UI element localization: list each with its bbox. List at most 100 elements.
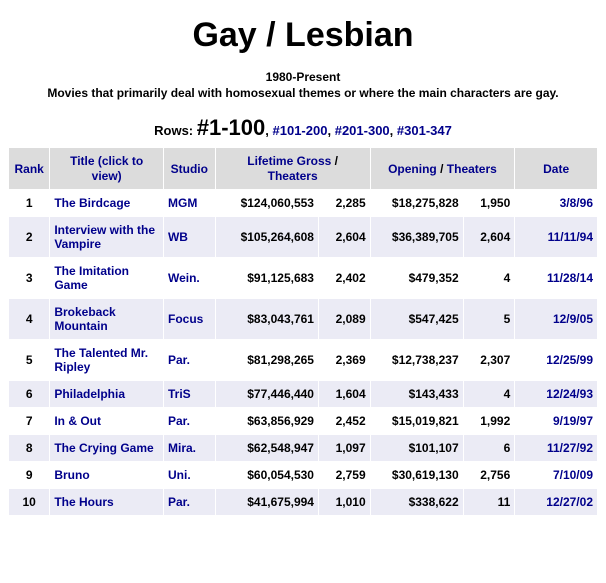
date-cell[interactable]: 3/8/96 bbox=[515, 190, 598, 217]
opening-cell: $30,619,130 bbox=[370, 462, 463, 489]
gross-cell: $81,298,265 bbox=[215, 340, 318, 381]
gross-cell: $77,446,440 bbox=[215, 381, 318, 408]
gross-cell: $60,054,530 bbox=[215, 462, 318, 489]
opening-theaters-cell: 11 bbox=[463, 489, 515, 516]
gross-theaters-cell: 1,010 bbox=[318, 489, 370, 516]
rows-nav: Rows: #1-100, #101-200, #201-300, #301-3… bbox=[8, 115, 598, 141]
movies-table: Rank Title (click to view) Studio Lifeti… bbox=[8, 147, 598, 516]
title-cell[interactable]: The Imitation Game bbox=[50, 258, 164, 299]
gross-theaters-cell: 2,759 bbox=[318, 462, 370, 489]
header-gross[interactable]: Lifetime Gross / Theaters bbox=[215, 148, 370, 190]
opening-cell: $15,019,821 bbox=[370, 408, 463, 435]
studio-cell[interactable]: TriS bbox=[163, 381, 215, 408]
subtitle-line2: Movies that primarily deal with homosexu… bbox=[47, 86, 558, 100]
gross-cell: $41,675,994 bbox=[215, 489, 318, 516]
title-cell[interactable]: Brokeback Mountain bbox=[50, 299, 164, 340]
opening-theaters-cell: 5 bbox=[463, 299, 515, 340]
rank-cell: 4 bbox=[9, 299, 50, 340]
table-row: 1The BirdcageMGM$124,060,5532,285$18,275… bbox=[9, 190, 598, 217]
date-cell[interactable]: 7/10/09 bbox=[515, 462, 598, 489]
title-cell[interactable]: Philadelphia bbox=[50, 381, 164, 408]
table-row: 10The HoursPar.$41,675,9941,010$338,6221… bbox=[9, 489, 598, 516]
gross-cell: $62,548,947 bbox=[215, 435, 318, 462]
opening-theaters-cell: 4 bbox=[463, 258, 515, 299]
opening-cell: $12,738,237 bbox=[370, 340, 463, 381]
gross-cell: $105,264,608 bbox=[215, 217, 318, 258]
studio-cell[interactable]: WB bbox=[163, 217, 215, 258]
title-cell[interactable]: The Talented Mr. Ripley bbox=[50, 340, 164, 381]
studio-cell[interactable]: Par. bbox=[163, 340, 215, 381]
rows-link-301-347[interactable]: #301-347 bbox=[397, 123, 452, 138]
rows-link-101-200[interactable]: #101-200 bbox=[273, 123, 328, 138]
gross-theaters-cell: 1,604 bbox=[318, 381, 370, 408]
opening-cell: $338,622 bbox=[370, 489, 463, 516]
header-opening[interactable]: Opening / Theaters bbox=[370, 148, 515, 190]
title-cell[interactable]: The Birdcage bbox=[50, 190, 164, 217]
date-cell[interactable]: 12/9/05 bbox=[515, 299, 598, 340]
header-date[interactable]: Date bbox=[515, 148, 598, 190]
table-row: 3The Imitation GameWein.$91,125,6832,402… bbox=[9, 258, 598, 299]
gross-theaters-cell: 2,369 bbox=[318, 340, 370, 381]
header-title[interactable]: Title (click to view) bbox=[50, 148, 164, 190]
studio-cell[interactable]: Par. bbox=[163, 489, 215, 516]
opening-cell: $36,389,705 bbox=[370, 217, 463, 258]
title-cell[interactable]: Interview with the Vampire bbox=[50, 217, 164, 258]
opening-theaters-cell: 2,307 bbox=[463, 340, 515, 381]
date-cell[interactable]: 11/28/14 bbox=[515, 258, 598, 299]
gross-cell: $63,856,929 bbox=[215, 408, 318, 435]
date-cell[interactable]: 11/27/92 bbox=[515, 435, 598, 462]
studio-cell[interactable]: Par. bbox=[163, 408, 215, 435]
studio-cell[interactable]: Focus bbox=[163, 299, 215, 340]
studio-cell[interactable]: Uni. bbox=[163, 462, 215, 489]
rank-cell: 2 bbox=[9, 217, 50, 258]
rank-cell: 3 bbox=[9, 258, 50, 299]
rows-label: Rows: bbox=[154, 123, 193, 138]
table-header-row: Rank Title (click to view) Studio Lifeti… bbox=[9, 148, 598, 190]
opening-theaters-cell: 2,756 bbox=[463, 462, 515, 489]
date-cell[interactable]: 12/25/99 bbox=[515, 340, 598, 381]
subtitle-line1: 1980-Present bbox=[266, 70, 341, 84]
opening-theaters-cell: 2,604 bbox=[463, 217, 515, 258]
table-body: 1The BirdcageMGM$124,060,5532,285$18,275… bbox=[9, 190, 598, 516]
rank-cell: 8 bbox=[9, 435, 50, 462]
title-cell[interactable]: Bruno bbox=[50, 462, 164, 489]
opening-cell: $143,433 bbox=[370, 381, 463, 408]
title-cell[interactable]: The Hours bbox=[50, 489, 164, 516]
gross-cell: $124,060,553 bbox=[215, 190, 318, 217]
rank-cell: 7 bbox=[9, 408, 50, 435]
date-cell[interactable]: 12/27/02 bbox=[515, 489, 598, 516]
header-opening-sub: Theaters bbox=[447, 162, 497, 176]
opening-cell: $101,107 bbox=[370, 435, 463, 462]
table-row: 7In & OutPar.$63,856,9292,452$15,019,821… bbox=[9, 408, 598, 435]
studio-cell[interactable]: Wein. bbox=[163, 258, 215, 299]
table-row: 2Interview with the VampireWB$105,264,60… bbox=[9, 217, 598, 258]
date-cell[interactable]: 12/24/93 bbox=[515, 381, 598, 408]
header-studio[interactable]: Studio bbox=[163, 148, 215, 190]
table-row: 4Brokeback MountainFocus$83,043,7612,089… bbox=[9, 299, 598, 340]
date-cell[interactable]: 9/19/97 bbox=[515, 408, 598, 435]
opening-theaters-cell: 1,992 bbox=[463, 408, 515, 435]
table-row: 9BrunoUni.$60,054,5302,759$30,619,1302,7… bbox=[9, 462, 598, 489]
opening-theaters-cell: 6 bbox=[463, 435, 515, 462]
page-subtitle: 1980-Present Movies that primarily deal … bbox=[43, 69, 563, 101]
title-cell[interactable]: The Crying Game bbox=[50, 435, 164, 462]
studio-cell[interactable]: MGM bbox=[163, 190, 215, 217]
header-slash: / bbox=[440, 162, 447, 176]
header-rank[interactable]: Rank bbox=[9, 148, 50, 190]
gross-theaters-cell: 1,097 bbox=[318, 435, 370, 462]
gross-theaters-cell: 2,285 bbox=[318, 190, 370, 217]
rows-link-201-300[interactable]: #201-300 bbox=[335, 123, 390, 138]
gross-theaters-cell: 2,452 bbox=[318, 408, 370, 435]
rank-cell: 6 bbox=[9, 381, 50, 408]
opening-cell: $479,352 bbox=[370, 258, 463, 299]
gross-theaters-cell: 2,089 bbox=[318, 299, 370, 340]
studio-cell[interactable]: Mira. bbox=[163, 435, 215, 462]
date-cell[interactable]: 11/11/94 bbox=[515, 217, 598, 258]
gross-cell: $91,125,683 bbox=[215, 258, 318, 299]
gross-theaters-cell: 2,402 bbox=[318, 258, 370, 299]
header-slash: / bbox=[335, 154, 338, 168]
title-cell[interactable]: In & Out bbox=[50, 408, 164, 435]
gross-theaters-cell: 2,604 bbox=[318, 217, 370, 258]
gross-cell: $83,043,761 bbox=[215, 299, 318, 340]
header-gross-sub: Theaters bbox=[268, 169, 318, 183]
